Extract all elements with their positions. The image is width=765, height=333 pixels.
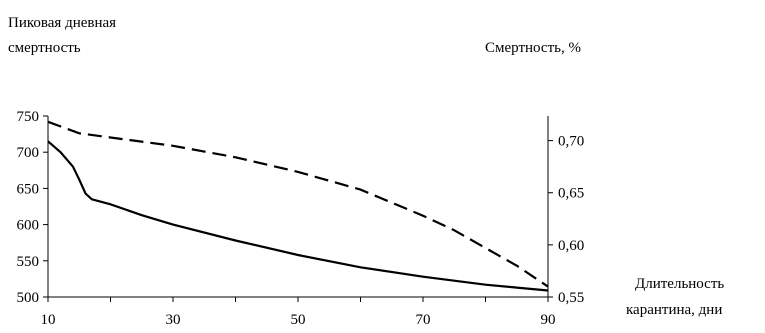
x-ticks: 10 30 50 70 90 xyxy=(41,297,556,328)
right-y-ticks: 0,55 0,60 0,65 0,70 xyxy=(548,134,584,306)
x-tick-label: 10 xyxy=(41,312,56,328)
left-y-tick-label: 750 xyxy=(17,109,40,125)
x-axis-label-line-2: карантина, дни xyxy=(626,302,722,318)
right-y-tick-label: 0,70 xyxy=(558,134,584,150)
left-y-tick-label: 700 xyxy=(17,145,40,161)
left-y-tick-label: 600 xyxy=(17,218,40,234)
chart-axes xyxy=(47,116,549,298)
x-tick-label: 70 xyxy=(416,312,431,328)
x-tick-label: 90 xyxy=(541,312,556,328)
left-y-tick-label: 550 xyxy=(17,254,40,270)
right-y-tick-label: 0,65 xyxy=(558,186,584,202)
x-axis-label-line-1: Длительность xyxy=(635,276,724,292)
series-lines xyxy=(47,120,549,292)
left-y-tick-label: 500 xyxy=(17,290,40,306)
mortality-percent-line xyxy=(47,120,549,288)
peak-daily-mortality-line xyxy=(47,140,549,292)
x-tick-label: 30 xyxy=(166,312,181,328)
right-y-tick-label: 0,60 xyxy=(558,238,584,254)
right-axis-label: Смертность, % xyxy=(485,40,581,56)
x-tick-label: 50 xyxy=(291,312,306,328)
left-axis-label-line-1: Пиковая дневная xyxy=(8,15,116,31)
left-y-tick-label: 650 xyxy=(17,181,40,197)
right-y-tick-label: 0,55 xyxy=(558,290,584,306)
left-y-ticks: 500 550 600 650 700 750 xyxy=(17,109,48,306)
left-axis-label-line-2: смертность xyxy=(8,40,81,56)
